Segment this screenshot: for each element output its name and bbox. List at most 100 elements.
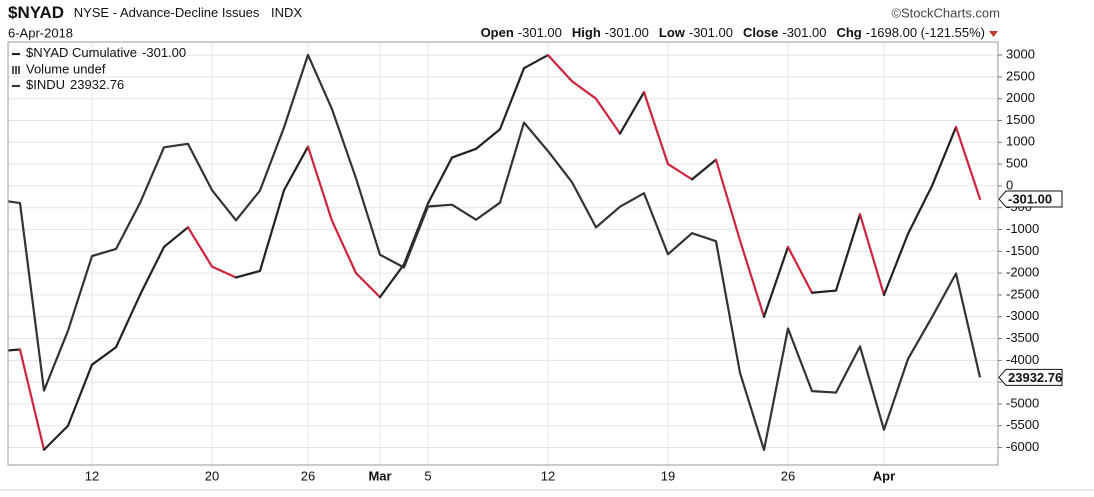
line-segment: [474, 128, 502, 150]
legend-entry: $NYAD Cumulative -301.00: [26, 45, 186, 60]
line-segment: [42, 424, 70, 451]
quote-value: -301.00: [782, 25, 826, 40]
legend-entry: Volume undef: [26, 61, 106, 76]
value-tag: [998, 368, 1063, 386]
legend-value: 23932.76: [70, 77, 124, 92]
grid: [8, 42, 998, 465]
quote-value: -1698.00 (-121.55%): [866, 25, 985, 40]
plot: [8, 53, 982, 452]
x-tick-label: 19: [661, 468, 675, 483]
value-tag-label: -301.00: [1008, 191, 1052, 206]
legend-value: -301.00: [142, 45, 186, 60]
chart-title: $NYAD NYSE - Advance-Decline Issues INDX: [8, 3, 302, 22]
value-tag: [998, 190, 1063, 208]
line-segment: [954, 125, 982, 201]
date: 6-Apr-2018: [8, 25, 73, 40]
y-tick-label: -5000: [1006, 395, 1039, 410]
y-tick-label: 500: [1006, 156, 1028, 171]
line-segment: [930, 125, 958, 188]
line-segment: [666, 163, 694, 181]
line-segment: [306, 145, 334, 222]
y-tick-label: 0: [1006, 177, 1013, 192]
line: [8, 53, 982, 452]
quote-label: Chg: [836, 25, 861, 40]
y-tick-label: 3000: [1006, 47, 1035, 62]
y-tick-label: 2500: [1006, 68, 1035, 83]
line-segment: [114, 293, 142, 349]
line-segment: [8, 348, 22, 352]
y-tick-label: -3000: [1006, 308, 1039, 323]
x-tick-label: 5: [424, 468, 431, 483]
line-segment: [834, 213, 862, 292]
legend: $NYAD Cumulative -301.00 $INDU 23932.76Volu…: [12, 45, 186, 92]
x-tick-label: Apr: [873, 468, 895, 483]
line-segment: [354, 272, 382, 299]
quote-value: -301.00: [518, 25, 562, 40]
x-tick-label: 26: [301, 468, 315, 483]
line-segment: [378, 263, 406, 299]
legend-volume-icon: [15, 66, 17, 74]
quote-value: -301.00: [605, 25, 649, 40]
quote-label: Open: [481, 25, 514, 40]
exchange: INDX: [271, 5, 302, 20]
line-segment: [18, 348, 46, 451]
quote-value: -301.00: [689, 25, 733, 40]
line-segment: [90, 346, 118, 366]
line-segment: [786, 245, 814, 294]
legend-volume-icon: [18, 66, 20, 74]
x-tick-label: Mar: [368, 468, 391, 483]
legend-name: $NYAD Cumulative: [26, 45, 137, 60]
source: ©StockCharts.com: [891, 5, 1000, 20]
symbol: $NYAD: [8, 3, 64, 22]
line-segment: [594, 97, 622, 135]
quote-label: High: [572, 25, 601, 40]
value-tag-label: 23932.76: [1008, 370, 1062, 385]
line-segment: [810, 289, 838, 294]
x-tick-label: 26: [781, 468, 795, 483]
plot-frame: [7, 41, 999, 466]
line-segment: [258, 189, 286, 273]
line-segment: [762, 245, 790, 318]
line-segment: [690, 158, 718, 181]
line-segment: [882, 232, 910, 297]
line-segment: [738, 239, 766, 318]
y-tick-label: -3500: [1006, 330, 1039, 345]
x-tick-label: 20: [205, 468, 219, 483]
line-segment: [330, 219, 358, 275]
y-tick-label: -5500: [1006, 417, 1039, 432]
line-segment: [282, 145, 310, 192]
line-segment: [642, 91, 670, 166]
quote-label: Low: [659, 25, 686, 40]
y-tick-label: -2000: [1006, 265, 1039, 280]
line-segment: [402, 202, 430, 266]
y-tick-label: -6000: [1006, 439, 1039, 454]
x-tick-label: 12: [541, 468, 555, 483]
line-segment: [546, 53, 574, 83]
line-segment: [450, 147, 478, 159]
line-segment: [522, 53, 550, 70]
line-segment: [234, 269, 262, 279]
line-segment: [618, 91, 646, 135]
line-segment: [66, 363, 94, 427]
legend-name: $INDU: [26, 77, 65, 92]
y-tick-label: -1000: [1006, 221, 1039, 236]
y-tick-label: -4000: [1006, 352, 1039, 367]
quote-label: Close: [743, 25, 778, 40]
legend-volume-icon: [12, 66, 14, 74]
line-segment: [186, 226, 214, 268]
legend-entry: $INDU 23932.76: [26, 77, 124, 92]
line-segment: [162, 226, 190, 249]
line-segment: [426, 156, 454, 205]
quote: Open -301.00 High -301.00 Low -301.00 Close -30…: [481, 25, 985, 40]
y-tick-label: -2500: [1006, 286, 1039, 301]
line-segment: [210, 265, 238, 279]
y-tick-label: 1500: [1006, 112, 1035, 127]
axis: 300025002000150010005000-500-1000-1500-2…: [85, 47, 1063, 483]
line-segment: [714, 158, 742, 242]
line-segment: [570, 80, 598, 100]
x-tick-label: 12: [85, 468, 99, 483]
line-segment: [138, 245, 166, 297]
line-segment: [858, 213, 886, 297]
y-tick-label: 1000: [1006, 134, 1035, 149]
